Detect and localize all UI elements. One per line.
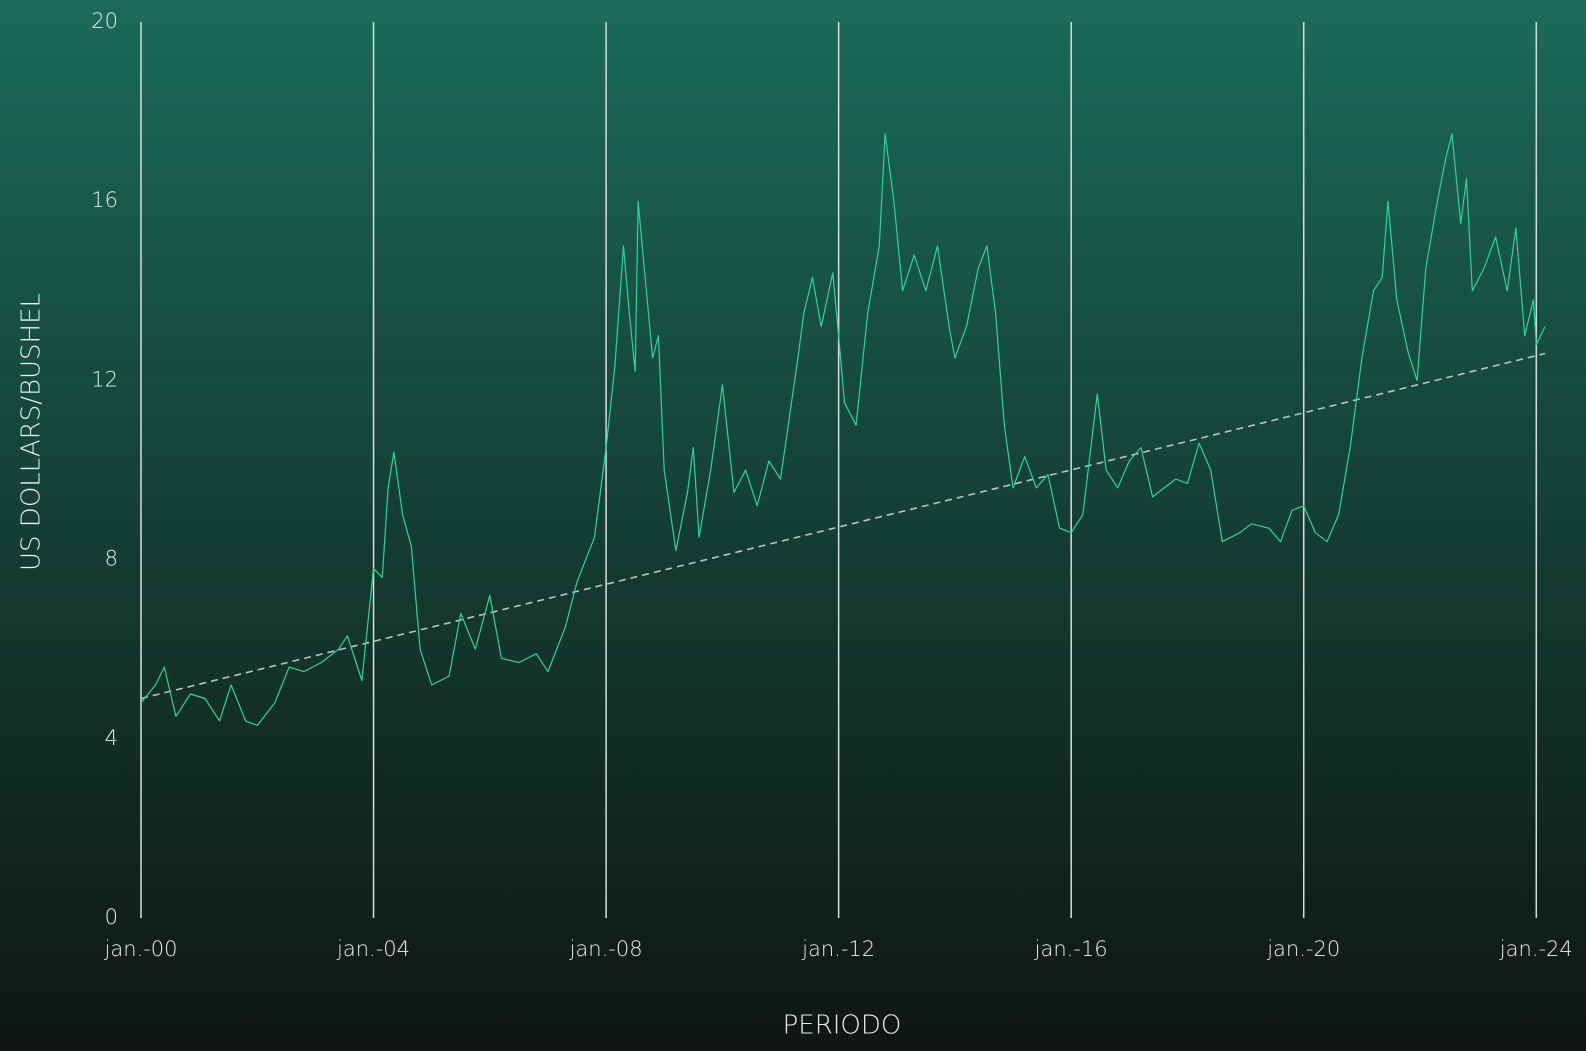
- y-tick-label: 4: [105, 726, 118, 750]
- x-tick-label: jan.-24: [1499, 937, 1573, 961]
- y-tick-label: 12: [91, 367, 118, 391]
- trend-line: [140, 352, 1546, 700]
- x-tick-label: jan.-12: [801, 937, 875, 961]
- x-tick-label: jan.-08: [569, 937, 643, 961]
- y-tick-label: 20: [91, 9, 118, 33]
- price-line: [140, 133, 1546, 726]
- x-tick-label: jan.-20: [1266, 937, 1340, 961]
- y-tick-label: 8: [105, 547, 118, 571]
- x-tick-label: jan.-04: [336, 937, 410, 961]
- y-axis-title: US DOLLARS/BUSHEL: [17, 293, 47, 571]
- x-tick-label: jan.-00: [104, 937, 178, 961]
- x-tick-label: jan.-16: [1034, 937, 1108, 961]
- y-tick-label: 16: [91, 188, 118, 212]
- x-axis-title: PERIODO: [783, 1011, 902, 1041]
- y-tick-label: 0: [105, 905, 118, 929]
